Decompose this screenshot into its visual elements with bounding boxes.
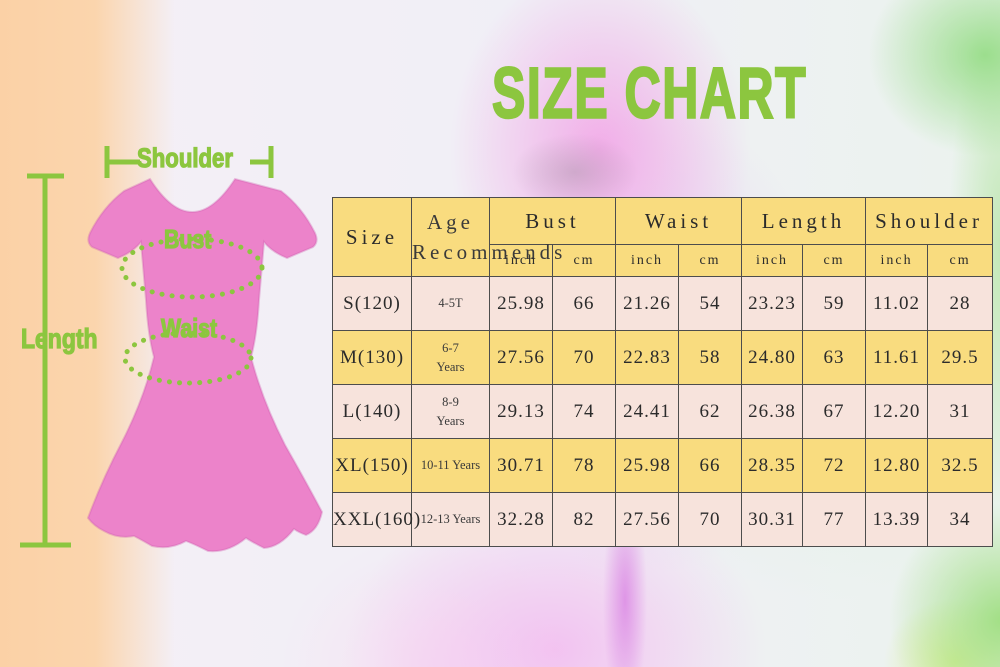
table-row: M(130) 6-7 Years 27.56 70 22.83 58 24.80…	[332, 330, 994, 385]
measurement-cell: 22.83	[615, 330, 680, 385]
table-row: S(120) 4-5T 25.98 66 21.26 54 23.23 59 1…	[332, 276, 994, 331]
unit-inch: inch	[865, 244, 929, 277]
measurement-cell: 25.98	[489, 276, 553, 331]
measurement-cell: 67	[802, 384, 867, 439]
measurement-cell: 30.71	[489, 438, 553, 493]
size-cell: L(140)	[332, 384, 412, 439]
measurement-cell: 54	[678, 276, 743, 331]
measurement-cell: 27.56	[489, 330, 553, 385]
unit-inch: inch	[615, 244, 680, 277]
shoulder-label: Shoulder	[136, 142, 233, 173]
unit-cm: cm	[551, 244, 617, 277]
header-length: Length	[741, 197, 867, 245]
dress-diagram	[20, 146, 324, 553]
measurement-cell: 32.5	[927, 438, 994, 493]
measurement-cell: 28	[927, 276, 994, 331]
size-cell: XL(150)	[332, 438, 412, 493]
bust-ellipse	[119, 236, 265, 300]
unit-cm: cm	[927, 244, 994, 277]
measurement-cell: 66	[678, 438, 743, 493]
age-cell: 10-11 Years	[411, 438, 490, 493]
measurement-cell: 59	[802, 276, 867, 331]
measurement-cell: 78	[551, 438, 617, 493]
dress-illustration	[86, 177, 324, 553]
age-cell: 6-7 Years	[411, 330, 490, 385]
measurement-cell: 63	[802, 330, 867, 385]
measurement-cell: 29.5	[927, 330, 994, 385]
size-chart-table: Size Age Recommends Bust Waist Length Sh…	[332, 197, 994, 547]
age-cell: 4-5T	[411, 276, 490, 331]
measurement-cell: 58	[678, 330, 743, 385]
measurement-cell: 70	[678, 492, 743, 547]
unit-cm: cm	[678, 244, 743, 277]
measurement-cell: 13.39	[865, 492, 929, 547]
unit-inch: inch	[741, 244, 804, 277]
measurement-cell: 11.02	[865, 276, 929, 331]
measurement-cell: 66	[551, 276, 617, 331]
table-row: XL(150) 10-11 Years 30.71 78 25.98 66 28…	[332, 438, 994, 493]
measurement-cell: 23.23	[741, 276, 804, 331]
measurement-cell: 12.20	[865, 384, 929, 439]
measurement-cell: 31	[927, 384, 994, 439]
measurement-cell: 34	[927, 492, 994, 547]
measurement-cell: 28.35	[741, 438, 804, 493]
shoulder-bracket	[104, 146, 274, 178]
measurement-cell: 82	[551, 492, 617, 547]
bust-label: Bust	[163, 223, 212, 254]
size-cell: S(120)	[332, 276, 412, 331]
measurement-cell: 62	[678, 384, 743, 439]
measurement-cell: 25.98	[615, 438, 680, 493]
table-row: L(140) 8-9 Years 29.13 74 24.41 62 26.38…	[332, 384, 994, 439]
table-row: XXL(160) 12-13 Years 32.28 82 27.56 70 3…	[332, 492, 994, 547]
age-cell: 8-9 Years	[411, 384, 490, 439]
measurement-cell: 27.56	[615, 492, 680, 547]
page-title: SIZE CHART	[491, 52, 808, 134]
header-age-recommends: Age Recommends	[411, 197, 562, 277]
measurement-cell: 74	[551, 384, 617, 439]
length-label: Length	[20, 322, 98, 354]
header-bust: Bust	[488, 197, 617, 245]
measurement-cell: 11.61	[865, 330, 929, 385]
measurement-cell: 32.28	[489, 492, 553, 547]
header-waist: Waist	[615, 197, 743, 245]
measurement-cell: 29.13	[489, 384, 553, 439]
waist-ellipse	[122, 330, 254, 386]
header-size: Size	[332, 197, 412, 277]
measurement-cell: 30.31	[741, 492, 804, 547]
unit-inch: inch	[489, 244, 553, 277]
size-cell: M(130)	[332, 330, 412, 385]
size-cell: XXL(160)	[332, 492, 420, 547]
measurement-cell: 77	[802, 492, 867, 547]
waist-label: Waist	[160, 312, 218, 343]
age-cell: 12-13 Years	[411, 492, 490, 547]
measurement-cell: 26.38	[741, 384, 804, 439]
measurement-cell: 70	[551, 330, 617, 385]
measurement-cell: 72	[802, 438, 867, 493]
measurement-cell: 24.80	[741, 330, 804, 385]
measurement-cell: 12.80	[865, 438, 929, 493]
measurement-cell: 24.41	[615, 384, 680, 439]
header-shoulder: Shoulder	[865, 197, 994, 245]
measurement-cell: 21.26	[615, 276, 680, 331]
unit-cm: cm	[802, 244, 867, 277]
length-line	[20, 173, 71, 548]
